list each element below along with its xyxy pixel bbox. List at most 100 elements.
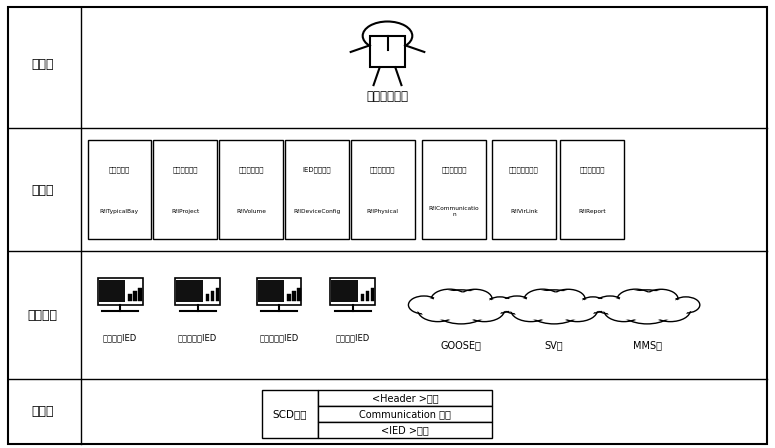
Text: 用户高级应用: 用户高级应用 — [367, 90, 408, 103]
Circle shape — [529, 293, 579, 321]
Text: SV网: SV网 — [545, 340, 563, 350]
Circle shape — [653, 300, 687, 320]
Text: 文件层: 文件层 — [31, 405, 54, 418]
Circle shape — [607, 300, 641, 320]
Text: RfIPhysical: RfIPhysical — [367, 209, 399, 214]
FancyBboxPatch shape — [262, 390, 318, 438]
FancyBboxPatch shape — [285, 140, 349, 239]
Text: RfIDeviceConfig: RfIDeviceConfig — [294, 209, 340, 214]
Text: 报表台道接口: 报表台道接口 — [580, 167, 605, 173]
FancyBboxPatch shape — [99, 280, 125, 302]
Text: 卷册管理接口: 卷册管理接口 — [239, 167, 264, 173]
Circle shape — [511, 298, 551, 322]
Text: 间隔台道数: 间隔台道数 — [109, 167, 130, 173]
Text: GOOSE网: GOOSE网 — [441, 340, 481, 350]
Text: 线路间隔IED: 线路间隔IED — [336, 334, 370, 343]
Text: MMS网: MMS网 — [632, 340, 662, 350]
Circle shape — [464, 298, 505, 322]
Circle shape — [620, 291, 651, 309]
FancyBboxPatch shape — [318, 406, 492, 422]
Circle shape — [411, 297, 437, 313]
FancyBboxPatch shape — [287, 294, 291, 301]
Circle shape — [551, 289, 585, 309]
Circle shape — [617, 289, 654, 310]
Text: 虚回路配置接口: 虚回路配置接口 — [509, 167, 539, 173]
Circle shape — [604, 298, 644, 322]
FancyBboxPatch shape — [88, 140, 151, 239]
FancyBboxPatch shape — [330, 278, 375, 305]
Circle shape — [421, 300, 455, 320]
FancyBboxPatch shape — [175, 278, 220, 305]
Text: <Header >元素: <Header >元素 — [372, 393, 438, 403]
FancyBboxPatch shape — [153, 140, 217, 239]
FancyBboxPatch shape — [211, 291, 215, 301]
FancyBboxPatch shape — [351, 140, 415, 239]
Circle shape — [672, 297, 700, 313]
Circle shape — [581, 298, 604, 312]
Circle shape — [674, 298, 698, 312]
FancyBboxPatch shape — [360, 294, 364, 301]
FancyBboxPatch shape — [560, 140, 624, 239]
Text: 变压器间隔IED: 变压器间隔IED — [260, 334, 298, 343]
FancyBboxPatch shape — [318, 390, 492, 406]
Text: IED连趣接口: IED连趣接口 — [303, 167, 331, 173]
Circle shape — [650, 298, 691, 322]
FancyBboxPatch shape — [370, 36, 405, 67]
FancyBboxPatch shape — [292, 291, 296, 301]
Circle shape — [594, 296, 625, 314]
Circle shape — [431, 289, 468, 310]
Circle shape — [488, 298, 512, 312]
Text: RfITypicalBay: RfITypicalBay — [100, 209, 139, 214]
FancyBboxPatch shape — [332, 280, 357, 302]
Circle shape — [560, 300, 594, 320]
Circle shape — [553, 291, 583, 307]
FancyBboxPatch shape — [8, 7, 767, 444]
FancyBboxPatch shape — [257, 278, 301, 305]
FancyBboxPatch shape — [177, 280, 202, 302]
Circle shape — [525, 290, 584, 324]
FancyBboxPatch shape — [128, 294, 132, 301]
Circle shape — [418, 298, 458, 322]
Circle shape — [434, 291, 465, 309]
Circle shape — [597, 297, 623, 313]
Circle shape — [458, 289, 492, 309]
Circle shape — [467, 300, 501, 320]
Text: <IED >元素: <IED >元素 — [381, 425, 429, 435]
Circle shape — [408, 296, 439, 314]
Circle shape — [644, 289, 678, 309]
Text: 母线间隔IED: 母线间隔IED — [103, 334, 137, 343]
Circle shape — [432, 290, 491, 324]
Circle shape — [524, 289, 561, 310]
FancyBboxPatch shape — [258, 280, 284, 302]
Text: 物理回路接口: 物理回路接口 — [370, 167, 395, 173]
Text: 工程管理接口: 工程管理接口 — [173, 167, 198, 173]
Text: 应用层: 应用层 — [31, 58, 54, 72]
Text: Communication 元素: Communication 元素 — [359, 409, 451, 419]
FancyBboxPatch shape — [422, 140, 486, 239]
Text: RfIProject: RfIProject — [171, 209, 199, 214]
Text: 通信配置接口: 通信配置接口 — [442, 167, 467, 173]
Circle shape — [618, 290, 677, 324]
Circle shape — [514, 300, 548, 320]
Text: 接口层: 接口层 — [31, 184, 54, 197]
FancyBboxPatch shape — [370, 288, 374, 301]
Text: SCD文件: SCD文件 — [273, 409, 307, 419]
Text: RfIVolume: RfIVolume — [236, 209, 266, 214]
Circle shape — [527, 291, 558, 309]
FancyBboxPatch shape — [318, 422, 492, 438]
Text: 数据库层: 数据库层 — [28, 309, 57, 323]
FancyBboxPatch shape — [215, 288, 219, 301]
FancyBboxPatch shape — [366, 291, 370, 301]
Circle shape — [436, 293, 486, 321]
FancyBboxPatch shape — [205, 294, 209, 301]
Circle shape — [557, 298, 598, 322]
Text: RfIVirLink: RfIVirLink — [510, 209, 538, 214]
FancyBboxPatch shape — [138, 288, 142, 301]
Circle shape — [486, 297, 514, 313]
FancyBboxPatch shape — [98, 278, 143, 305]
Circle shape — [579, 297, 607, 313]
Text: RfICommunicatio
n: RfICommunicatio n — [429, 206, 480, 216]
FancyBboxPatch shape — [133, 291, 137, 301]
Circle shape — [646, 291, 676, 307]
Circle shape — [501, 296, 532, 314]
